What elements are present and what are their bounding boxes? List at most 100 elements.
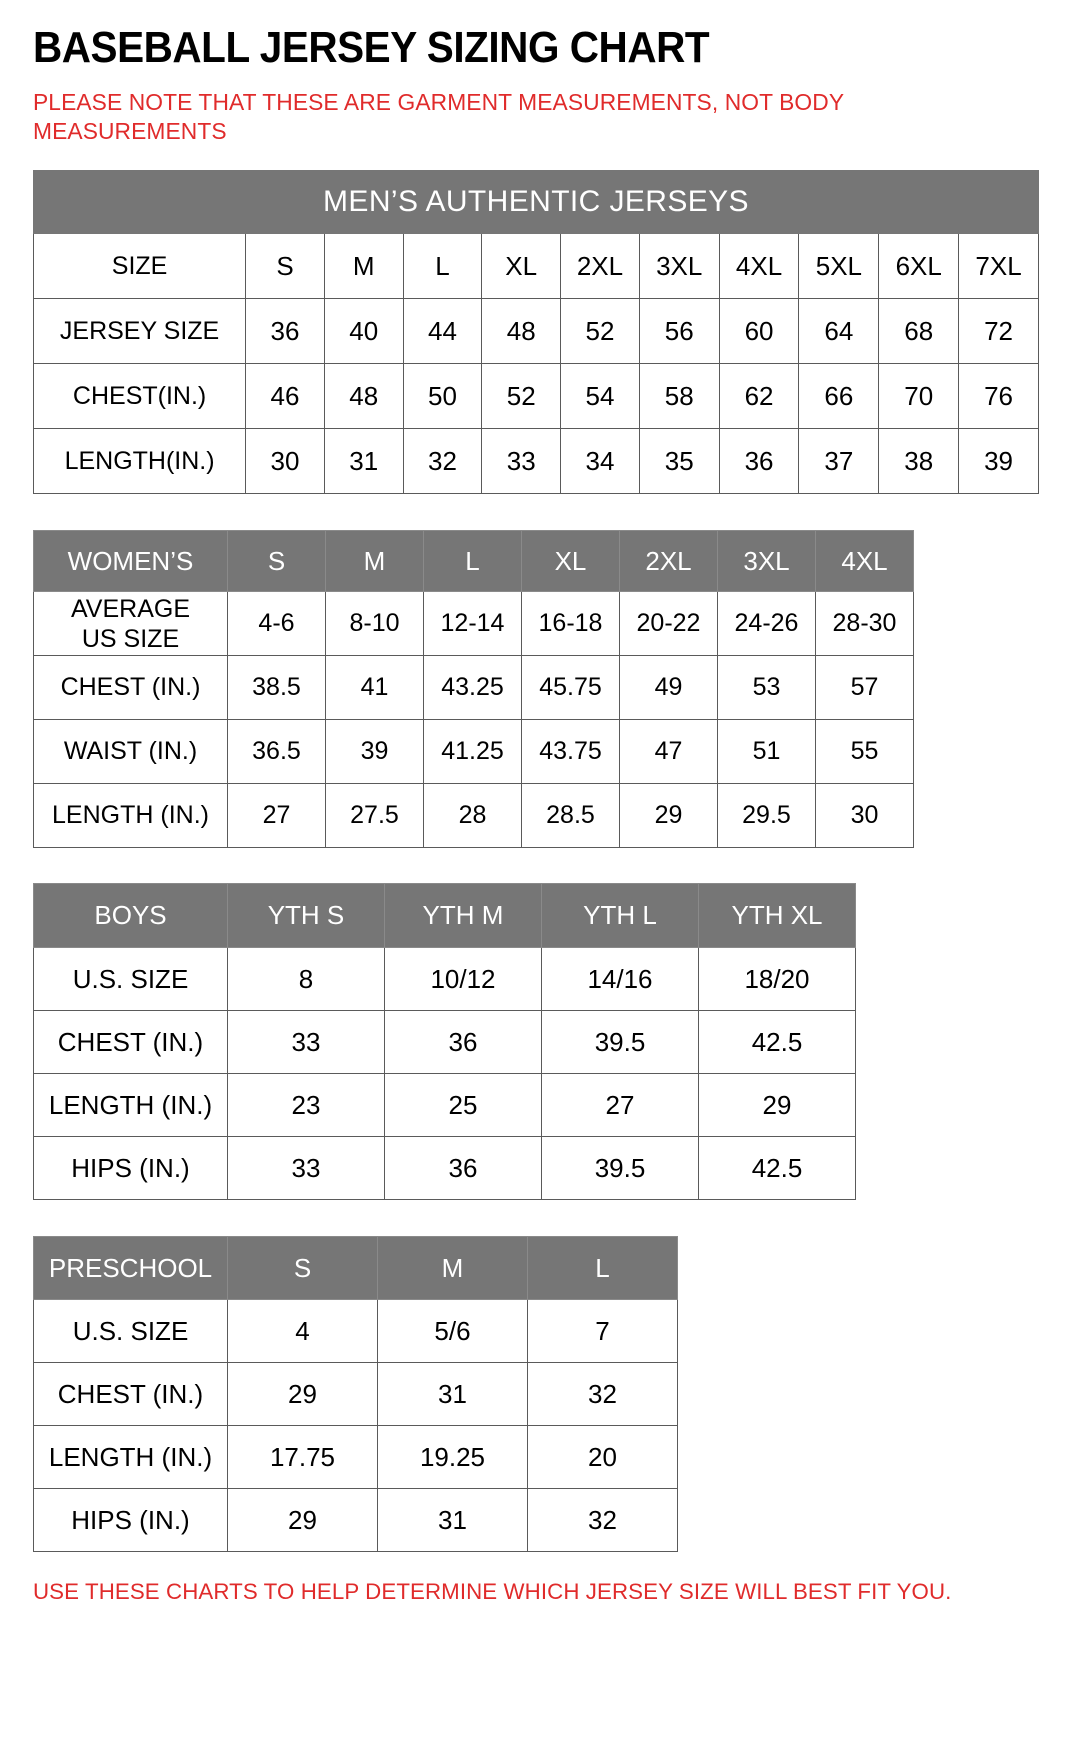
boys-row-label: U.S. SIZE bbox=[33, 947, 228, 1011]
table-row: HIPS (IN.) 33 36 39.5 42.5 bbox=[33, 1136, 856, 1200]
table-cell: 38 bbox=[878, 428, 960, 494]
table-cell: 52 bbox=[560, 298, 640, 364]
table-cell: 42.5 bbox=[698, 1010, 856, 1074]
table-cell: 55 bbox=[815, 719, 914, 784]
table-cell: 51 bbox=[717, 719, 816, 784]
table-cell: 33 bbox=[481, 428, 562, 494]
table-cell: 42.5 bbox=[698, 1136, 856, 1200]
mens-row-label: CHEST(IN.) bbox=[32, 363, 247, 429]
table-row: HIPS (IN.) 29 31 32 bbox=[33, 1488, 678, 1552]
boys-col-header: YTH XL bbox=[698, 883, 856, 948]
boys-col-header: YTH M bbox=[384, 883, 542, 948]
page-subtitle: PLEASE NOTE THAT THESE ARE GARMENT MEASU… bbox=[33, 89, 844, 144]
table-cell: 68 bbox=[878, 298, 960, 364]
table-cell: 4 bbox=[227, 1299, 378, 1363]
table-cell: 31 bbox=[377, 1362, 528, 1426]
table-row: CHEST (IN.) 33 36 39.5 42.5 bbox=[33, 1010, 856, 1074]
table-cell: 30 bbox=[245, 428, 325, 494]
table-cell: 32 bbox=[527, 1362, 678, 1426]
table-cell: 37 bbox=[798, 428, 880, 494]
table-cell: 57 bbox=[815, 655, 914, 720]
table-cell: 23 bbox=[227, 1073, 385, 1137]
mens-col-header: 5XL bbox=[798, 233, 880, 299]
boys-col-header: YTH L bbox=[541, 883, 699, 948]
table-cell: 20 bbox=[527, 1425, 678, 1489]
table-cell: 47 bbox=[619, 719, 718, 784]
table-cell: 29 bbox=[227, 1362, 378, 1426]
table-cell: 17.75 bbox=[227, 1425, 378, 1489]
page-title: BASEBALL JERSEY SIZING CHART bbox=[33, 23, 710, 72]
table-cell: 36.5 bbox=[227, 719, 326, 784]
table-row: U.S. SIZE 4 5/6 7 bbox=[33, 1299, 678, 1363]
table-cell: 18/20 bbox=[698, 947, 856, 1011]
womens-col-header: XL bbox=[521, 530, 620, 592]
table-cell: 34 bbox=[560, 428, 640, 494]
table-cell: 30 bbox=[815, 783, 914, 848]
table-cell: 12-14 bbox=[423, 591, 522, 656]
table-cell: 36 bbox=[718, 428, 800, 494]
mens-col-header: 4XL bbox=[718, 233, 800, 299]
table-cell: 39 bbox=[958, 428, 1039, 494]
table-cell: 31 bbox=[323, 428, 404, 494]
table-row: CHEST (IN.) 38.5 41 43.25 45.75 49 53 57 bbox=[33, 655, 914, 720]
mens-col-header: M bbox=[323, 233, 404, 299]
table-cell: 14/16 bbox=[541, 947, 699, 1011]
table-cell: 40 bbox=[323, 298, 404, 364]
mens-row-label: JERSEY SIZE bbox=[32, 298, 247, 364]
mens-sizing-table: MEN’S AUTHENTIC JERSEYS SIZE S M L XL 2X… bbox=[32, 170, 1039, 494]
table-cell: 66 bbox=[798, 363, 880, 429]
table-header-row: BOYS YTH S YTH M YTH L YTH XL bbox=[33, 883, 856, 948]
boys-row-label: HIPS (IN.) bbox=[33, 1136, 228, 1200]
table-row: CHEST(IN.) 46 48 50 52 54 58 62 66 70 76 bbox=[32, 363, 1039, 429]
table-cell: 39 bbox=[325, 719, 424, 784]
mens-corner-label: SIZE bbox=[32, 233, 247, 299]
table-cell: 16-18 bbox=[521, 591, 620, 656]
womens-col-header: S bbox=[227, 530, 326, 592]
table-cell: 4-6 bbox=[227, 591, 326, 656]
table-cell: 29 bbox=[698, 1073, 856, 1137]
table-cell: 10/12 bbox=[384, 947, 542, 1011]
table-cell: 24-26 bbox=[717, 591, 816, 656]
table-row: WAIST (IN.) 36.5 39 41.25 43.75 47 51 55 bbox=[33, 719, 914, 784]
table-cell: 38.5 bbox=[227, 655, 326, 720]
table-cell: 7 bbox=[527, 1299, 678, 1363]
womens-col-header: L bbox=[423, 530, 522, 592]
womens-col-header: M bbox=[325, 530, 424, 592]
preschool-col-header: L bbox=[527, 1236, 678, 1300]
table-cell: 50 bbox=[402, 363, 483, 429]
table-cell: 76 bbox=[958, 363, 1039, 429]
womens-row-label-line2: US SIZE bbox=[81, 624, 180, 653]
boys-corner-label: BOYS bbox=[33, 883, 228, 948]
table-cell: 27.5 bbox=[325, 783, 424, 848]
table-cell: 36 bbox=[384, 1136, 542, 1200]
table-cell: 25 bbox=[384, 1073, 542, 1137]
table-cell: 28-30 bbox=[815, 591, 914, 656]
table-row: LENGTH(IN.) 30 31 32 33 34 35 36 37 38 3… bbox=[32, 428, 1039, 494]
table-cell: 53 bbox=[717, 655, 816, 720]
table-cell: 29.5 bbox=[717, 783, 816, 848]
preschool-row-label: LENGTH (IN.) bbox=[33, 1425, 228, 1489]
womens-corner-label: WOMEN’S bbox=[33, 530, 228, 592]
womens-row-label: LENGTH (IN.) bbox=[33, 783, 228, 848]
table-row: LENGTH (IN.) 23 25 27 29 bbox=[33, 1073, 856, 1137]
table-cell: 28.5 bbox=[521, 783, 620, 848]
boys-col-header: YTH S bbox=[227, 883, 385, 948]
table-cell: 56 bbox=[638, 298, 720, 364]
preschool-col-header: S bbox=[227, 1236, 378, 1300]
table-cell: 52 bbox=[481, 363, 562, 429]
table-cell: 46 bbox=[245, 363, 325, 429]
table-cell: 27 bbox=[227, 783, 326, 848]
table-cell: 19.25 bbox=[377, 1425, 528, 1489]
table-cell: 64 bbox=[798, 298, 880, 364]
preschool-row-label: CHEST (IN.) bbox=[33, 1362, 228, 1426]
table-cell: 48 bbox=[323, 363, 404, 429]
table-cell: 44 bbox=[402, 298, 483, 364]
table-cell: 29 bbox=[619, 783, 718, 848]
mens-col-header: 3XL bbox=[638, 233, 720, 299]
boys-row-label: LENGTH (IN.) bbox=[33, 1073, 228, 1137]
table-cell: 20-22 bbox=[619, 591, 718, 656]
mens-col-header: 2XL bbox=[560, 233, 640, 299]
table-cell: 8-10 bbox=[325, 591, 424, 656]
table-cell: 41 bbox=[325, 655, 424, 720]
